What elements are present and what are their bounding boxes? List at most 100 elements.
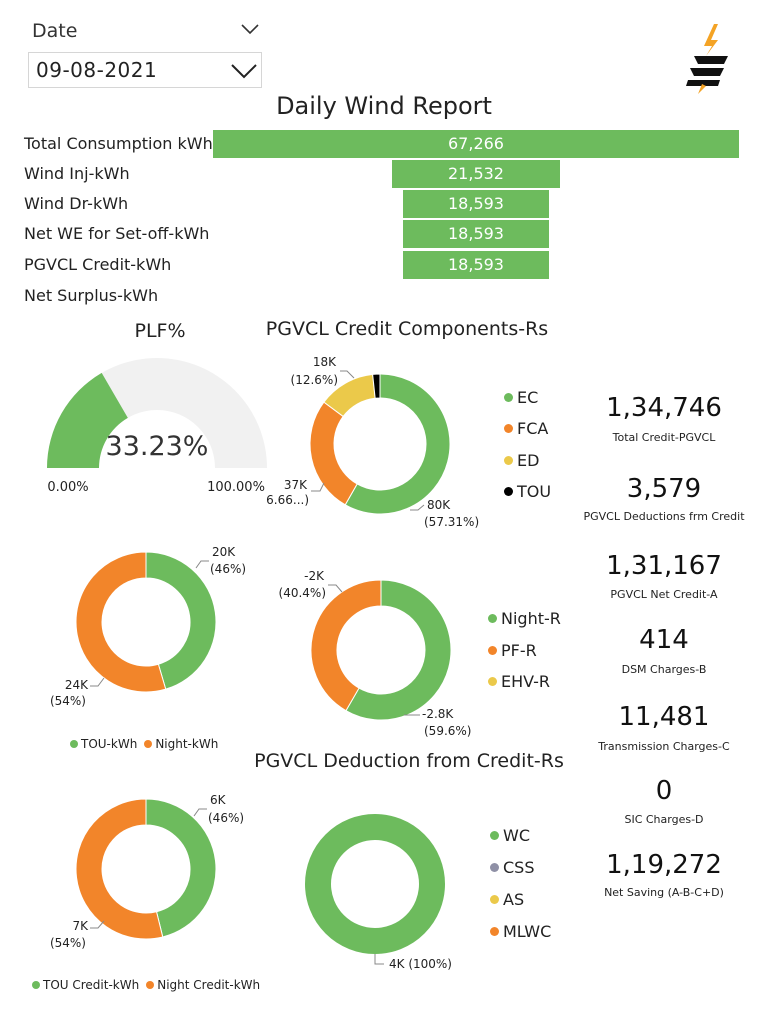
legend-item[interactable]: TOU-kWh [70,737,137,751]
tou-credit-label-value: 6K [210,793,227,807]
legend-item[interactable]: AS [490,889,524,909]
legend-item[interactable]: MLWC [490,921,551,941]
funnel-bar[interactable]: 21,532 [391,160,561,188]
legend-item[interactable]: EC [504,387,538,407]
deduction-donut [305,814,445,954]
gauge-fill [47,372,128,468]
funnel-row-label: Net WE for Set-off-kWh [24,224,210,243]
credit-label-fca-value: 37K [284,478,308,492]
slicer-collapse-chevron-icon[interactable] [240,22,260,36]
tou-donut-slice[interactable] [145,551,217,690]
date-dropdown[interactable] [28,52,262,88]
legend-dot-icon [490,927,499,936]
legend-item-label: Night-R [501,609,561,628]
deduction-label: 4K (100%) [389,957,452,971]
credit-label-fca-pct: 6.66...) [266,493,309,507]
legend-item[interactable]: Night-R [488,608,561,628]
legend-dot-icon [144,740,153,748]
rebate-donut-slice[interactable] [345,579,452,721]
legend-dot-icon [488,614,497,623]
tou-credit-label-pct: (46%) [208,811,244,825]
legend-item-label: Night-kWh [155,737,219,751]
tou-label-pct: (46%) [210,562,246,576]
nightr-label-value: -2.8K [422,707,454,721]
legend-item[interactable]: PF-R [488,640,537,660]
legend-item-label: PF-R [501,641,537,660]
legend-item[interactable]: Night-kWh [144,737,218,751]
tou-credit-donut [75,798,217,940]
legend-dot-icon [490,863,499,872]
legend-item[interactable]: CSS [490,857,534,877]
legend-item-label: TOU [517,482,552,501]
legend-item-label: FCA [517,419,549,438]
legend-item[interactable]: Night Credit-kWh [146,978,260,992]
legend-dot-icon [146,981,155,989]
legend-item[interactable]: TOU Credit-kWh [32,978,139,992]
rebate-donut [310,579,452,721]
kpi-value: 1,31,167 [606,551,722,581]
funnel-row-label: Total Consumption kWh [24,134,213,153]
legend-dot-icon [504,393,513,402]
tou-donut-slice[interactable] [75,551,167,693]
pfr-label-pct: (40.4%) [279,586,326,600]
legend-dot-icon [504,424,513,433]
brand-logo-icon [686,24,728,94]
legend-item[interactable]: EHV-R [488,671,550,691]
legend-item-label: AS [503,890,525,909]
gauge-max-label: 100.00% [207,480,265,495]
kpi-label: DSM Charges-B [621,663,707,676]
credit-donut-slice[interactable] [372,373,381,399]
funnel-row-label: Wind Inj-kWh [24,164,130,183]
kpi-value: 414 [639,625,689,655]
legend-dot-icon [488,677,497,686]
legend-item[interactable]: ED [504,450,539,470]
kpi-value: 1,19,272 [606,850,722,880]
tou-credit-donut-slice[interactable] [75,798,164,940]
credit-donut-slice[interactable] [344,373,451,515]
rebate-donut-slice[interactable] [310,579,382,712]
leader-line [374,954,384,965]
legend-dot-icon [504,487,513,496]
legend-item[interactable]: TOU [504,481,551,501]
kpi-label: SIC Charges-D [624,813,704,826]
tou-credit-donut-slice[interactable] [145,798,217,938]
leader-line [340,370,355,379]
legend-item[interactable]: FCA [504,418,548,438]
kpi-value: 3,579 [626,474,702,504]
credit-label-ed-value: 18K [313,355,337,369]
leader-line [328,584,343,593]
funnel-row-label: Wind Dr-kWh [24,194,129,213]
funnel-bar[interactable]: 18,593 [403,251,549,279]
night-label-value: 24K [65,678,89,692]
legend-dot-icon [490,831,499,840]
date-dropdown-value: 09-08-2021 [36,58,158,82]
credit-donut [309,373,451,515]
legend-item-label: CSS [503,858,535,877]
gauge-value-label: 33.23% [106,431,209,462]
leader-line [410,504,425,511]
deduction-donut-slice[interactable] [305,814,445,954]
legend-item-label: TOU Credit-kWh [43,978,140,992]
kpi-label: Transmission Charges-C [598,740,730,753]
credit-donut-slice[interactable] [309,401,358,506]
leader-line [311,482,325,492]
report-title: Daily Wind Report [276,92,492,120]
funnel-bar[interactable]: 18,593 [403,190,549,218]
legend-item-label: WC [503,826,530,845]
night-label-pct: (54%) [50,694,86,708]
legend-dot-icon [488,646,497,655]
legend-item-label: Night Credit-kWh [157,978,261,992]
funnel-bar[interactable]: 18,593 [403,220,549,248]
legend-item-label: MLWC [503,922,552,941]
legend-item[interactable]: WC [490,825,530,845]
pfr-label-value: -2K [304,569,325,583]
night-credit-label-pct: (54%) [50,936,86,950]
funnel-bar[interactable]: 67,266 [213,130,739,158]
legend-dot-icon [504,456,513,465]
legend-item-label: ED [517,451,540,470]
leader-line [193,808,207,817]
chevron-down-icon[interactable] [230,62,258,80]
legend-item-label: EHV-R [501,672,551,691]
gauge-min-label: 0.00% [47,480,88,495]
